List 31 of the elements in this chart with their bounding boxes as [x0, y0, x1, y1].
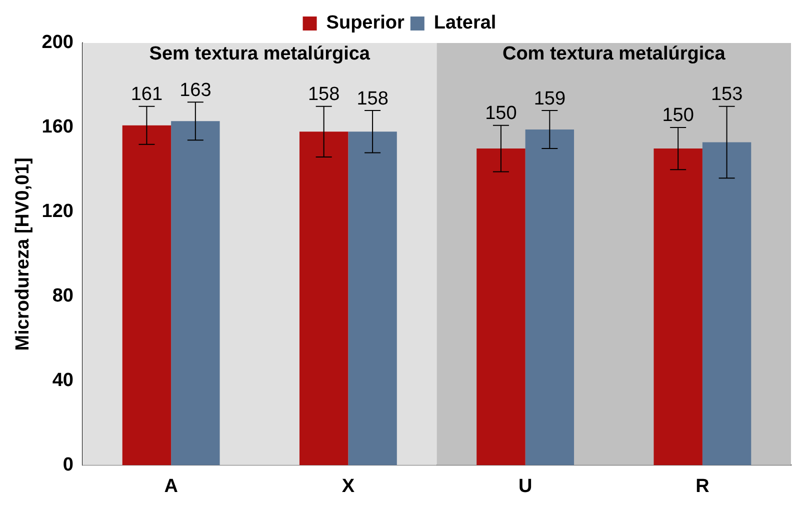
data-label: 150	[485, 103, 517, 124]
y-tick-label: 160	[42, 116, 74, 138]
y-axis-title: Microdureza [HV0,01]	[12, 157, 34, 351]
x-tick-label: U	[518, 476, 532, 497]
data-label: 150	[662, 105, 694, 126]
bar	[171, 121, 220, 466]
data-label: 161	[130, 84, 163, 106]
band-label: Com textura metalúrgica	[502, 44, 726, 65]
y-tick-label: 0	[62, 454, 74, 476]
band-label: Sem textura metalúrgica	[149, 44, 370, 65]
x-tick-label: A	[164, 476, 178, 497]
bar	[476, 148, 526, 466]
y-tick-label: 40	[52, 370, 74, 391]
legend-label: Lateral	[434, 12, 496, 34]
data-label: 159	[534, 88, 566, 110]
bar	[525, 130, 574, 466]
x-tick-label: X	[342, 476, 355, 497]
bar	[348, 132, 397, 466]
bar	[654, 148, 702, 466]
y-tick-label: 200	[42, 32, 74, 54]
bar	[122, 125, 172, 466]
data-label: 163	[180, 80, 212, 101]
data-label: 153	[710, 84, 743, 106]
y-tick-label: 120	[42, 201, 74, 222]
bar	[299, 132, 348, 466]
data-label: 158	[356, 88, 388, 110]
bar	[702, 142, 752, 466]
data-label: 158	[308, 84, 340, 106]
legend-label: Superior	[326, 12, 406, 34]
x-tick-label: R	[696, 476, 710, 497]
y-tick-label: 80	[52, 286, 74, 307]
